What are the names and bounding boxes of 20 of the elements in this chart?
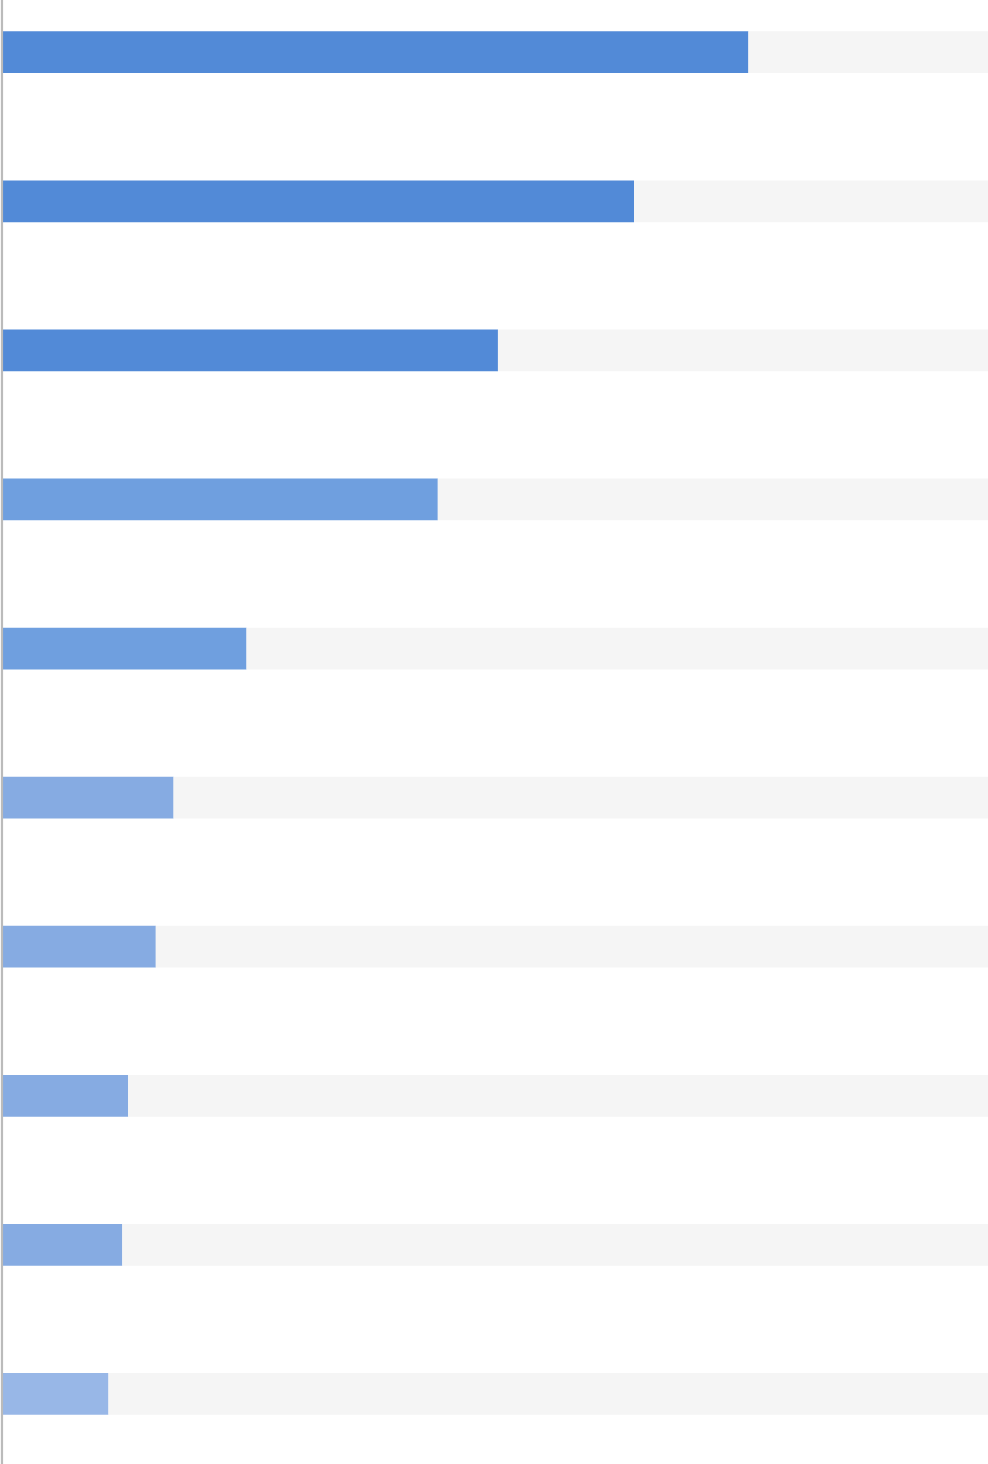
bar <box>1 180 635 223</box>
bar <box>1 925 156 968</box>
bar <box>1 776 174 819</box>
bar <box>1 627 247 670</box>
bar <box>128 1074 988 1117</box>
bar <box>173 776 988 819</box>
bar <box>1 1373 109 1415</box>
bar <box>1 329 498 372</box>
bar <box>108 1373 988 1415</box>
bar <box>1 31 749 74</box>
bar <box>437 478 988 521</box>
bar <box>1 1223 123 1266</box>
bar <box>748 31 988 74</box>
bar <box>1 1074 129 1117</box>
bar <box>122 1223 988 1266</box>
bar <box>634 180 988 223</box>
bar <box>246 627 988 670</box>
bar <box>155 925 988 968</box>
bar <box>497 329 988 372</box>
bar <box>1 478 438 521</box>
